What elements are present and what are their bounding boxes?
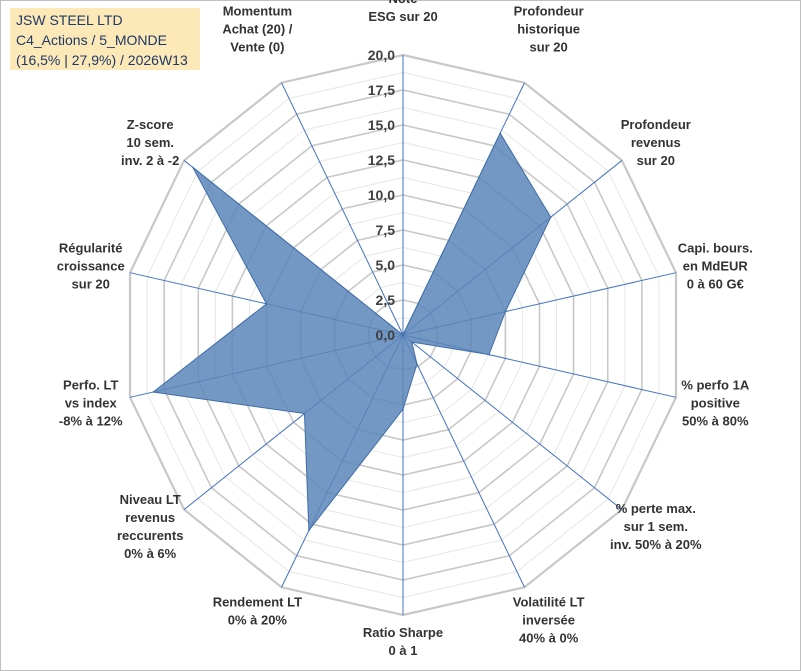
tick-label: 5,0 (376, 257, 396, 273)
tick-label: 15,0 (368, 117, 395, 133)
axis-label-line: 50% à 80% (682, 414, 749, 429)
data-point (410, 341, 413, 343)
axis-label: Momentum Achat (20) / Vente (0) (222, 4, 292, 55)
axis-label-line: Niveau LT (120, 492, 181, 507)
tick-labels: 0,0 2,5 5,0 7,5 10,0 12,5 15,0 17,5 20,0 (368, 47, 395, 343)
axis-label: Capi. bours. en MdEUR 0 à 60 G€ (678, 240, 753, 291)
axis-label-line: Z-score (127, 117, 174, 132)
tick-label: 12,5 (368, 152, 395, 168)
tick-label: 20,0 (368, 47, 395, 63)
axis-label-line: sur 20 (72, 276, 110, 291)
axis-label-line: Perfo. LT (63, 378, 118, 393)
data-point (504, 310, 507, 313)
axis-label-line: 10 sem. (126, 135, 174, 150)
axis-label: Z-score 10 sem. inv. 2 à -2 (121, 117, 179, 168)
data-point (499, 132, 501, 134)
axis-label-line: sur 20 (637, 153, 675, 168)
axis-label-line: Rendement LT (213, 594, 302, 609)
data-point (402, 334, 404, 336)
title-category: C4_Actions / 5_MONDE (16, 32, 167, 48)
axis-label-line: Achat (20) / (222, 22, 292, 37)
axis-label-line: inversée (522, 612, 575, 627)
data-point (308, 529, 310, 532)
title-stats: (16,5% | 27,9%) / 2026W13 (16, 52, 188, 68)
data-point (192, 166, 194, 169)
axis-label-line: inv. 50% à 20% (610, 537, 702, 552)
axis-label-line: -8% à 12% (59, 414, 123, 429)
axis-label: Profondeur historique sur 20 (514, 4, 584, 55)
axis-label: Perfo. LT vs index -8% à 12% (59, 378, 123, 429)
tick-label: 0,0 (376, 327, 396, 343)
axis-label-line: Capi. bours. (678, 240, 753, 255)
data-point (549, 216, 552, 218)
axis-label-line: % perte max. (616, 501, 696, 516)
axis-label-line: 40% à 0% (519, 630, 579, 645)
axis-label-line: positive (691, 396, 740, 411)
data-point (488, 353, 490, 356)
axis-spoke (402, 334, 623, 510)
axis-label: Note ESG sur 20 (368, 0, 437, 24)
axis-label-line: 0% à 6% (124, 546, 176, 561)
axis-label-line: Profondeur (514, 4, 584, 19)
tick-label: 17,5 (368, 82, 395, 98)
axis-label-line: revenus (631, 135, 681, 150)
axis-label-line: vs index (65, 396, 118, 411)
axis-label-line: Note (389, 0, 418, 6)
axis-label: Volatilité LT inversée 40% à 0% (513, 594, 585, 645)
axis-label-line: Ratio Sharpe (363, 625, 443, 640)
tick-label: 7,5 (376, 222, 396, 238)
data-area (151, 132, 552, 532)
axis-spoke (281, 82, 404, 336)
axis-label-line: 0% à 20% (228, 612, 288, 627)
axis-label-line: inv. 2 à -2 (121, 153, 179, 168)
axis-label: Régularité croissance sur 20 (57, 240, 125, 291)
data-point (416, 363, 418, 365)
tick-label: 2,5 (376, 292, 396, 308)
axis-label-line: revenus (125, 510, 175, 525)
axis-label-line: % perfo 1A (681, 378, 750, 393)
axis-label-line: 0 à 1 (389, 643, 418, 658)
axis-spoke (402, 334, 525, 588)
axis-label-line: croissance (57, 258, 125, 273)
axis-label-line: Momentum (223, 4, 292, 19)
axis-label: Rendement LT 0% à 20% (213, 594, 302, 627)
axis-label: % perte max. sur 1 sem. inv. 50% à 20% (610, 501, 702, 552)
axis-label-line: 0 à 60 G€ (687, 276, 744, 291)
title-company: JSW STEEL LTD (16, 12, 123, 28)
data-point (152, 391, 155, 393)
axis-label-line: en MdEUR (683, 258, 749, 273)
axis-labels: Note ESG sur 20 Profondeur historique sur 20… (57, 0, 753, 658)
axis-label-line: historique (517, 22, 580, 37)
axis-label: % perfo 1A positive 50% à 80% (681, 378, 750, 429)
axis-label-line: Profondeur (621, 117, 691, 132)
axis-label-line: Volatilité LT (513, 594, 585, 609)
axis-label: Ratio Sharpe 0 à 1 (363, 625, 443, 658)
axis-label: Profondeur revenus sur 20 (621, 117, 691, 168)
axis-label-line: ESG sur 20 (368, 9, 437, 24)
axis-label: Niveau LT revenus reccurents 0% à 6% (117, 492, 183, 561)
axis-label-line: Vente (0) (230, 40, 284, 55)
axis-label-line: sur 20 (529, 40, 567, 55)
data-point (265, 303, 268, 305)
chart-title-box: JSW STEEL LTD C4_Actions / 5_MONDE (16,5… (10, 8, 200, 70)
tick-label: 10,0 (368, 187, 395, 203)
axis-label-line: sur 1 sem. (624, 519, 688, 534)
axis-label-line: reccurents (117, 528, 183, 543)
data-area-layer (151, 132, 552, 532)
data-point (303, 412, 306, 415)
data-point (402, 408, 404, 411)
axis-label-line: Régularité (59, 240, 123, 255)
